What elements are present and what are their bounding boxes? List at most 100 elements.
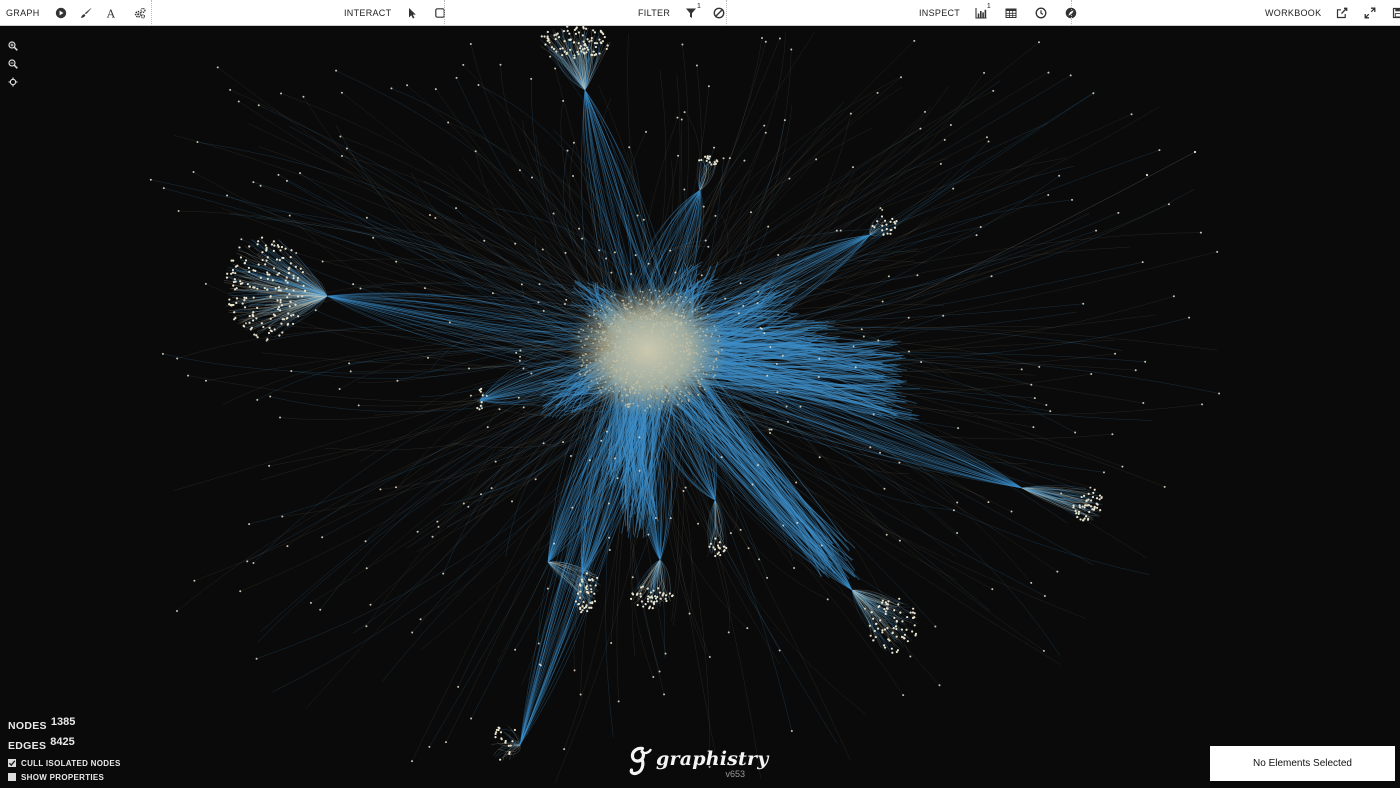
node xyxy=(654,348,657,351)
node xyxy=(705,373,708,376)
node xyxy=(898,461,901,464)
histogram-icon[interactable]: 1 xyxy=(970,2,992,24)
edge xyxy=(851,589,906,626)
node xyxy=(247,266,250,269)
node xyxy=(428,214,431,217)
node xyxy=(715,359,718,361)
square-select-icon[interactable] xyxy=(429,2,451,24)
node xyxy=(697,522,700,525)
edge xyxy=(869,224,881,236)
edge xyxy=(851,589,871,618)
node xyxy=(633,392,636,395)
node xyxy=(608,325,610,328)
node xyxy=(348,362,351,365)
node xyxy=(553,34,556,37)
node xyxy=(640,318,643,321)
node xyxy=(863,607,866,610)
node xyxy=(699,317,702,319)
edge xyxy=(851,589,905,614)
node xyxy=(390,87,393,90)
edge xyxy=(851,589,900,606)
node xyxy=(655,313,658,316)
cull-isolated-checkbox[interactable] xyxy=(8,759,16,767)
node xyxy=(301,271,305,274)
node xyxy=(592,50,595,53)
node xyxy=(583,344,586,347)
edge xyxy=(509,744,521,760)
edge xyxy=(581,30,586,91)
show-properties-checkbox[interactable] xyxy=(8,773,16,781)
node xyxy=(584,586,588,589)
edge xyxy=(851,589,873,611)
node xyxy=(339,135,342,138)
node xyxy=(1201,403,1204,406)
exclude-circle-icon[interactable] xyxy=(708,2,730,24)
node xyxy=(359,287,362,290)
edge xyxy=(713,499,716,550)
node xyxy=(617,347,620,350)
node xyxy=(604,381,607,383)
edge xyxy=(584,47,598,91)
fullscreen-icon[interactable] xyxy=(1359,2,1381,24)
node xyxy=(608,549,611,552)
node xyxy=(620,367,622,370)
node xyxy=(778,37,781,40)
center-icon[interactable] xyxy=(5,73,21,91)
node xyxy=(658,295,661,297)
graph-canvas[interactable] xyxy=(0,26,1400,788)
edge xyxy=(851,589,901,616)
node xyxy=(1079,518,1082,521)
zoom-out-icon[interactable] xyxy=(5,55,21,73)
node xyxy=(261,251,264,254)
edge xyxy=(233,289,328,297)
node xyxy=(747,547,750,550)
external-link-icon[interactable] xyxy=(1331,2,1353,24)
pointer-icon[interactable] xyxy=(401,2,423,24)
edge xyxy=(851,589,886,617)
font-icon[interactable]: A xyxy=(100,2,122,24)
brush-icon[interactable] xyxy=(75,2,97,24)
edge xyxy=(272,295,328,332)
save-icon[interactable] xyxy=(1387,2,1400,24)
node xyxy=(650,300,653,303)
node xyxy=(626,357,628,360)
node xyxy=(900,628,904,631)
edge xyxy=(252,239,328,297)
node xyxy=(543,35,546,38)
edge xyxy=(851,589,904,604)
edge xyxy=(288,295,328,319)
show-properties-option[interactable]: SHOW PROPERTIES xyxy=(8,770,121,784)
node xyxy=(663,365,665,368)
cull-isolated-option[interactable]: CULL ISOLATED NODES xyxy=(8,756,121,770)
edge xyxy=(247,259,328,297)
edge xyxy=(294,279,328,297)
node xyxy=(228,298,231,301)
node xyxy=(624,381,627,384)
filter-funnel-icon[interactable]: 1 xyxy=(680,2,702,24)
edge xyxy=(549,38,586,91)
table-icon[interactable] xyxy=(1000,2,1022,24)
node xyxy=(676,403,679,406)
node xyxy=(239,282,242,285)
clock-icon[interactable] xyxy=(1030,2,1052,24)
edge xyxy=(1021,487,1095,512)
settings-gears-icon[interactable] xyxy=(129,2,151,24)
edge xyxy=(851,589,872,617)
node xyxy=(618,328,621,331)
edge xyxy=(255,290,328,297)
nodes-value: 1385 xyxy=(50,716,76,728)
node xyxy=(266,288,269,291)
edge xyxy=(240,259,328,297)
node xyxy=(611,350,614,353)
node xyxy=(610,366,613,369)
node xyxy=(671,312,674,315)
node xyxy=(395,486,398,489)
edge xyxy=(851,589,891,653)
node xyxy=(646,398,649,400)
node xyxy=(605,257,608,260)
node xyxy=(286,281,289,284)
node xyxy=(500,738,503,741)
toolbar-divider xyxy=(1071,0,1072,26)
zoom-in-icon[interactable] xyxy=(5,37,21,55)
play-circle-icon[interactable] xyxy=(50,2,72,24)
